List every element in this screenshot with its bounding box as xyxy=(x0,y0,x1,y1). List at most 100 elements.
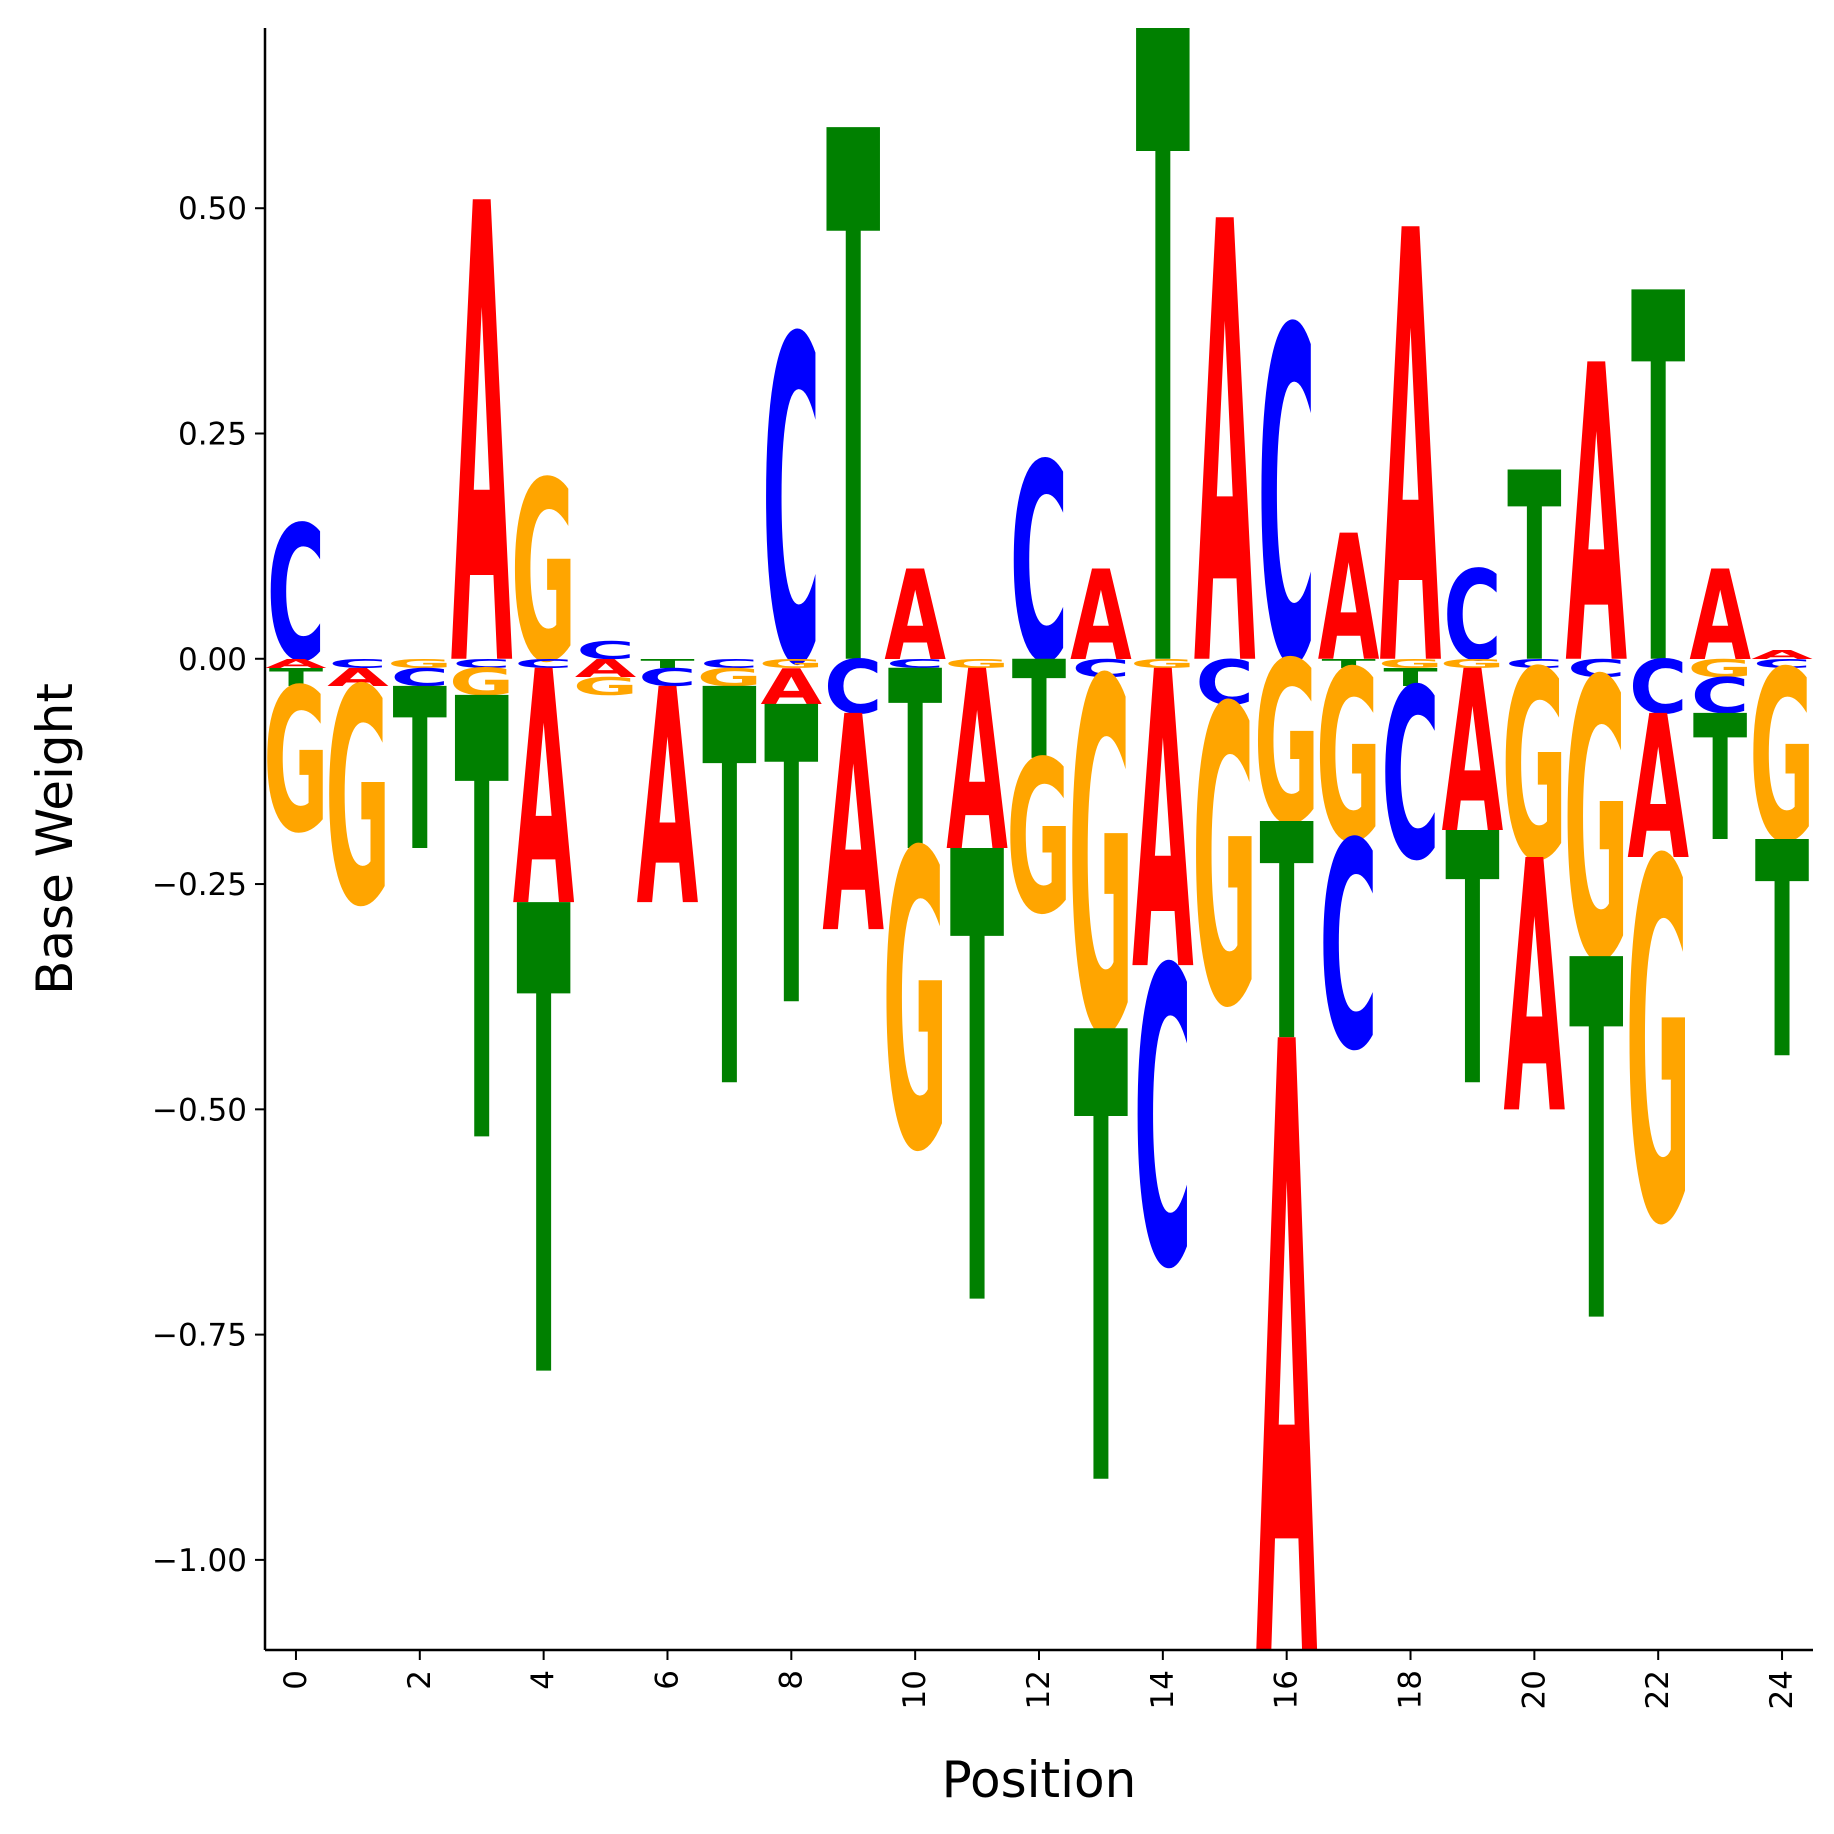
logo-letter-c: C xyxy=(391,663,449,692)
logo-letter-c: C xyxy=(514,657,572,671)
logo-letter-c: C xyxy=(1010,408,1068,724)
x-tick-label: 0 xyxy=(278,1670,314,1690)
logo-letter-t: T xyxy=(455,574,510,1279)
y-tick-label: 0.00 xyxy=(178,642,247,678)
logo-letter-t: T xyxy=(826,0,881,832)
x-tick-label: 6 xyxy=(649,1670,685,1690)
logo-letter-g: G xyxy=(1006,718,1071,961)
logo-letter-g: G xyxy=(1316,622,1381,895)
logo-letter-g: G xyxy=(1378,657,1443,671)
logo-letter-c: C xyxy=(1567,654,1625,683)
logo-letter-a: A xyxy=(327,663,389,692)
logo-letter-a: A xyxy=(946,621,1008,908)
logo-letter-a: A xyxy=(1442,625,1504,883)
logo-letter-c: C xyxy=(453,657,511,671)
logo-letter-g: G xyxy=(325,628,390,974)
logo-letter-a: A xyxy=(637,628,699,974)
y-axis-title: Base Weight xyxy=(26,683,84,995)
logo-letter-c: C xyxy=(1629,645,1687,731)
x-tick-label: 4 xyxy=(526,1670,562,1690)
x-tick-label: 16 xyxy=(1269,1670,1305,1709)
logo-letter-c: C xyxy=(1319,783,1377,1114)
logo-letter-c: C xyxy=(1443,545,1501,689)
logo-letter-g: G xyxy=(263,646,328,877)
logo-letter-a: A xyxy=(1256,870,1318,1834)
logo-letter-t: T xyxy=(764,624,819,1099)
logo-letter-g: G xyxy=(1502,618,1567,920)
logo-letter-c: C xyxy=(1753,657,1811,671)
logo-letter-a: A xyxy=(1627,673,1689,904)
logo-letter-a: A xyxy=(761,658,823,716)
logo-letter-a: A xyxy=(1318,498,1380,700)
y-tick-label: −0.75 xyxy=(152,1318,247,1354)
logo-letter-t: T xyxy=(1693,678,1747,880)
logo-letter-a: A xyxy=(1565,281,1627,756)
logo-letter-c: C xyxy=(1257,235,1315,767)
logo-letter-g: G xyxy=(511,431,576,718)
logo-letter-c: C xyxy=(267,487,325,703)
x-axis-title: Position xyxy=(942,1751,1137,1809)
logo-letter-c: C xyxy=(1381,640,1439,913)
logo-letter-g: G xyxy=(1749,622,1814,895)
logo-letter-t: T xyxy=(1383,663,1437,692)
logo-letter-c: C xyxy=(576,636,634,665)
logo-letter-c: C xyxy=(1691,667,1749,725)
x-tick-label: 22 xyxy=(1640,1670,1676,1709)
y-tick-label: 0.50 xyxy=(178,191,247,227)
logo-letter-a: A xyxy=(1751,647,1813,661)
logo-letter-t: T xyxy=(950,725,1005,1445)
logo-letter-g: G xyxy=(1564,602,1629,1048)
logo-letter-c: C xyxy=(700,657,758,671)
logo-letter-a: A xyxy=(1380,108,1442,799)
logo-letter-a: A xyxy=(1689,545,1751,689)
logo-letter-g: G xyxy=(573,672,638,701)
logo-letter-t: T xyxy=(393,643,447,901)
logo-letter-t: T xyxy=(1569,857,1624,1434)
logo-letter-t: T xyxy=(702,577,757,1211)
logo-letter-t: T xyxy=(516,776,571,1524)
logo-letter-a: A xyxy=(265,657,327,671)
logo-letter-t: T xyxy=(1631,188,1686,779)
logo-letter-g: G xyxy=(449,660,514,704)
logo-letter-t: T xyxy=(1755,781,1809,1127)
logo-letter-a: A xyxy=(575,654,637,683)
logo-letter-a: A xyxy=(1194,97,1256,802)
logo-letter-a: A xyxy=(822,655,884,1001)
logo-letter-t: T xyxy=(1507,419,1561,721)
logo-letter-c: C xyxy=(1196,647,1254,719)
logo-letter-c: C xyxy=(762,247,820,765)
logo-letter-g: G xyxy=(1254,616,1319,874)
logo-letter-g: G xyxy=(1687,654,1752,683)
logo-letter-g: G xyxy=(1626,758,1691,1335)
logo-letter-c: C xyxy=(1134,885,1192,1360)
logo-letter-t: T xyxy=(1260,763,1314,1109)
logo-letter-a: A xyxy=(451,74,513,808)
logo-letter-c: C xyxy=(1072,654,1130,683)
logo-letter-t: T xyxy=(1321,657,1376,671)
logo-letter-a: A xyxy=(1504,790,1566,1192)
logo-letter-a: A xyxy=(1132,588,1194,1063)
logo-letter-g: G xyxy=(1068,582,1133,1143)
logo-letter-t: T xyxy=(1074,905,1129,1625)
x-tick-label: 24 xyxy=(1764,1670,1800,1709)
logo-letter-a: A xyxy=(513,606,575,979)
logo-letter-c: C xyxy=(824,645,882,731)
y-tick-label: −0.50 xyxy=(152,1092,247,1128)
x-tick-label: 14 xyxy=(1145,1670,1181,1709)
logo-letter-a: A xyxy=(1070,545,1132,689)
logo-letter-g: G xyxy=(697,663,762,692)
logo-letter-g: G xyxy=(387,657,452,671)
logo-letter-g: G xyxy=(1192,624,1257,1099)
logo-letter-t: T xyxy=(640,657,695,671)
y-tick-label: 0.25 xyxy=(178,417,247,453)
y-tick-label: −1.00 xyxy=(152,1543,247,1579)
logo-letter-t: T xyxy=(1012,633,1066,790)
logo-letter-g: G xyxy=(759,657,824,671)
y-tick-label: −0.25 xyxy=(152,867,247,903)
x-tick-label: 18 xyxy=(1393,1670,1429,1709)
logo-letter-t: T xyxy=(1445,763,1499,1165)
logo-letter-t: T xyxy=(269,663,323,692)
logo-letter-t: T xyxy=(888,621,942,908)
